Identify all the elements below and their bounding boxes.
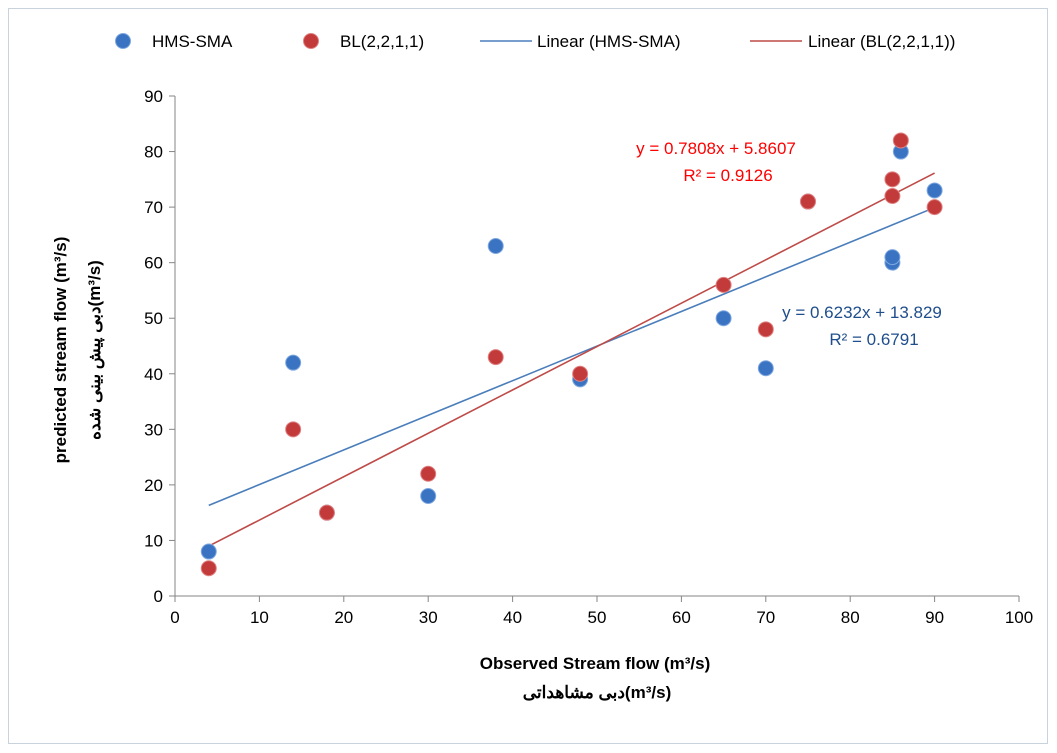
x-tick-label: 60 <box>672 608 691 627</box>
legend-marker-1 <box>303 33 319 49</box>
legend: HMS-SMA BL(2,2,1,1) Linear (HMS-SMA) Linear… <box>115 32 955 51</box>
trend-equation: y = 0.6232x + 13.829 <box>782 303 942 322</box>
trendline-1 <box>208 172 935 547</box>
x-tick-label: 70 <box>756 608 775 627</box>
equation-labels: y = 0.6232x + 13.829 R² = 0.6791 y = 0.780… <box>636 139 942 349</box>
x-tick-label: 30 <box>419 608 438 627</box>
axes: 0 10 20 30 40 50 60 70 80 90 100 0 10 20 30 40 50 60 70 80 9… <box>144 87 1033 627</box>
x-tick-label: 40 <box>503 608 522 627</box>
data-point-series-1 <box>285 421 302 438</box>
x-tick-label: 50 <box>588 608 607 627</box>
trendline-0 <box>208 206 935 507</box>
legend-label-3: Linear (BL(2,2,1,1)) <box>808 32 955 51</box>
x-tick-label: 100 <box>1005 608 1033 627</box>
data-point-series-0 <box>420 488 437 504</box>
x-axis-title: Observed Stream flow (m³/s) <box>480 654 711 673</box>
y-tick-label: 80 <box>144 143 163 162</box>
data-point-series-0 <box>757 360 774 377</box>
y-tick-label: 30 <box>144 420 163 439</box>
y-axis-title-persian: (m³/s)دبی پیش بینی شده <box>85 260 105 440</box>
data-point-series-1 <box>420 465 437 482</box>
y-tick-label: 40 <box>144 365 163 384</box>
data-point-series-1 <box>757 321 774 338</box>
data-point-series-1 <box>800 193 816 210</box>
y-tick-label: 20 <box>144 476 163 495</box>
data-point-series-1 <box>884 171 901 188</box>
legend-label-2: Linear (HMS-SMA) <box>537 32 681 51</box>
data-point-series-1 <box>884 188 901 204</box>
x-tick-label: 10 <box>250 608 269 627</box>
y-tick-label: 50 <box>144 309 163 328</box>
y-tick-label: 10 <box>144 531 163 550</box>
y-axis-title: predicted stream flow (m³/s) <box>51 237 70 464</box>
data-point-series-1 <box>572 365 589 382</box>
data-point-series-1 <box>926 199 943 216</box>
data-point-series-0 <box>715 310 732 327</box>
data-point-series-0 <box>487 238 504 254</box>
data-point-series-1 <box>318 504 335 521</box>
data-point-series-0 <box>926 182 943 199</box>
x-tick-label: 80 <box>841 608 860 627</box>
data-point-series-0 <box>884 249 901 266</box>
data-point-series-1 <box>200 560 217 577</box>
y-tick-label: 90 <box>144 87 163 106</box>
data-point-series-1 <box>892 132 909 149</box>
y-tick-label: 60 <box>144 254 163 273</box>
data-point-series-0 <box>200 543 217 560</box>
trendlines <box>208 172 935 547</box>
x-axis-title-persian: (m³/s)دبی مشاهداتی <box>523 683 671 702</box>
trend-r-squared: R² = 0.6791 <box>829 330 918 349</box>
trend-equation: y = 0.7808x + 5.8607 <box>636 139 796 158</box>
data-point-series-1 <box>715 276 732 293</box>
x-tick-label: 90 <box>925 608 944 627</box>
x-tick-label: 0 <box>170 608 179 627</box>
data-points <box>200 132 943 577</box>
legend-marker-0 <box>115 33 131 49</box>
y-tick-label: 0 <box>154 587 163 606</box>
chart-frame <box>8 8 1048 744</box>
trend-r-squared: R² = 0.9126 <box>683 166 772 185</box>
data-point-series-0 <box>285 354 302 371</box>
x-tick-label: 20 <box>334 608 353 627</box>
y-tick-label: 70 <box>144 198 163 217</box>
legend-label-0: HMS-SMA <box>152 32 233 51</box>
data-point-series-1 <box>487 349 504 366</box>
legend-label-1: BL(2,2,1,1) <box>340 32 424 51</box>
